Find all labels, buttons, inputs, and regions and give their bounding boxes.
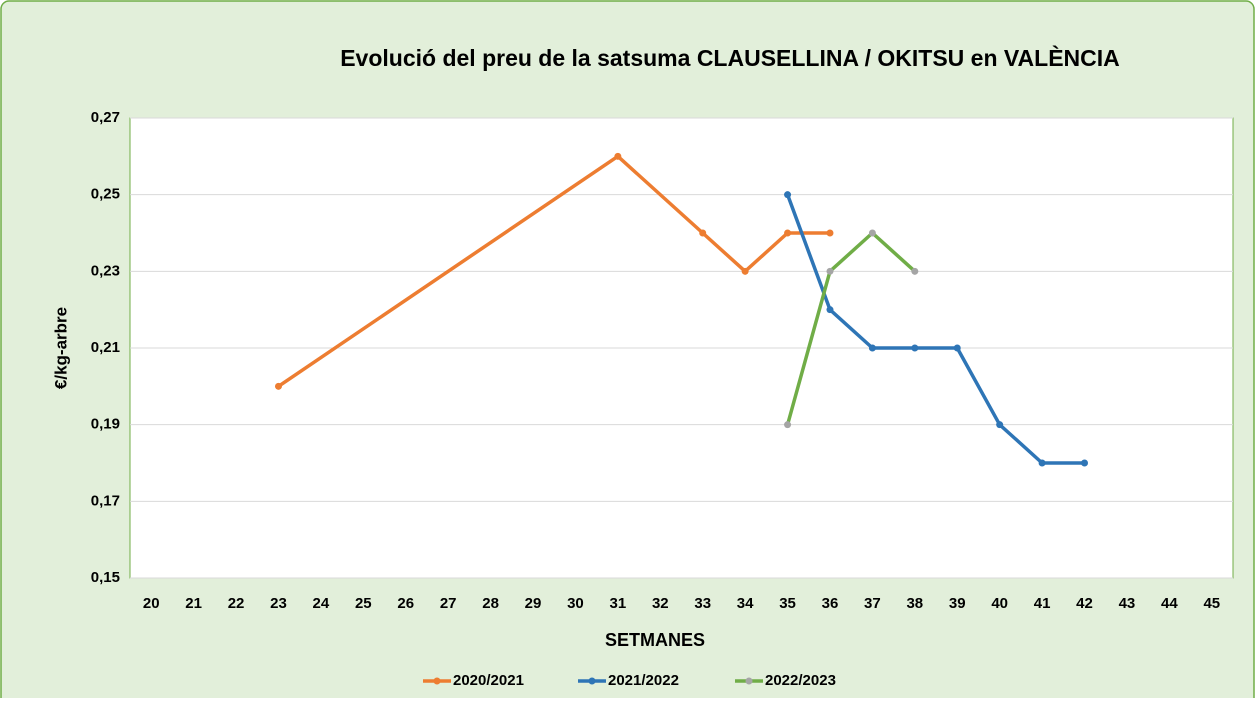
data-point: [826, 229, 834, 237]
legend-marker: [588, 677, 596, 685]
x-tick-label: 34: [737, 595, 754, 612]
x-tick-label: 35: [779, 595, 796, 612]
data-point: [699, 229, 707, 237]
data-point: [614, 152, 622, 160]
x-tick-label: 44: [1161, 595, 1178, 612]
x-tick-label: 31: [610, 595, 627, 612]
x-tick-label: 27: [440, 595, 457, 612]
data-point: [1081, 459, 1089, 467]
y-tick-label: 0,15: [91, 569, 120, 586]
x-tick-label: 20: [143, 595, 160, 612]
legend-label: 2021/2022: [608, 672, 679, 689]
data-point: [868, 229, 876, 237]
legend-label: 2022/2023: [765, 672, 836, 689]
x-tick-label: 23: [270, 595, 287, 612]
x-tick-label: 40: [991, 595, 1008, 612]
x-tick-label: 28: [482, 595, 499, 612]
x-tick-label: 21: [185, 595, 202, 612]
x-tick-label: 29: [525, 595, 542, 612]
x-tick-label: 36: [822, 595, 839, 612]
x-tick-label: 38: [906, 595, 923, 612]
data-point: [784, 191, 792, 199]
y-axis-label: €/kg-arbre: [51, 307, 70, 389]
y-tick-label: 0,17: [91, 492, 120, 509]
data-point: [826, 306, 834, 314]
data-point: [741, 267, 749, 275]
data-point: [1038, 459, 1046, 467]
x-tick-label: 43: [1119, 595, 1136, 612]
x-tick-label: 39: [949, 595, 966, 612]
legend-label: 2020/2021: [453, 672, 524, 689]
x-tick-label: 26: [397, 595, 414, 612]
y-tick-label: 0,25: [91, 186, 120, 203]
data-point: [784, 229, 792, 237]
data-point: [868, 344, 876, 352]
series-line: [785, 231, 917, 426]
data-point: [911, 267, 919, 275]
x-tick-label: 33: [694, 595, 711, 612]
y-tick-label: 0,19: [91, 416, 120, 433]
series-line: [277, 154, 830, 388]
data-point: [826, 267, 834, 275]
data-point: [784, 421, 792, 429]
y-tick-label: 0,27: [91, 109, 120, 126]
series-line: [785, 194, 1085, 465]
y-tick-label: 0,23: [91, 262, 120, 279]
legend-marker: [433, 677, 441, 685]
x-tick-label: 22: [228, 595, 245, 612]
data-point: [953, 344, 961, 352]
x-tick-label: 42: [1076, 595, 1093, 612]
x-tick-label: 37: [864, 595, 881, 612]
x-tick-label: 41: [1034, 595, 1051, 612]
x-tick-label: 24: [313, 595, 330, 612]
x-tick-label: 25: [355, 595, 372, 612]
x-tick-label: 30: [567, 595, 584, 612]
chart-title: Evolució del preu de la satsuma CLAUSELL…: [340, 44, 1120, 71]
x-tick-label: 45: [1203, 595, 1220, 612]
x-axis-label: SETMANES: [605, 630, 705, 650]
data-point: [996, 421, 1004, 429]
x-tick-label: 32: [652, 595, 669, 612]
data-point: [274, 382, 282, 390]
legend-marker: [745, 677, 753, 685]
y-tick-label: 0,21: [91, 339, 120, 356]
data-point: [911, 344, 919, 352]
